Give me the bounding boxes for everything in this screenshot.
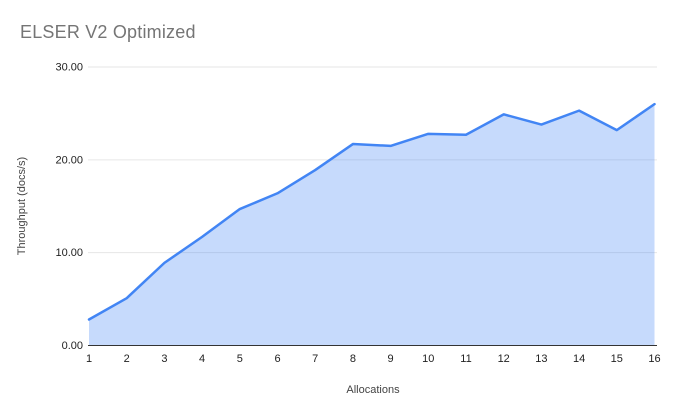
y-axis-title: Throughput (docs/s)	[16, 156, 28, 256]
x-tick-label: 2	[124, 353, 130, 365]
x-tick-label: 11	[460, 353, 471, 365]
x-tick-label: 5	[237, 353, 243, 365]
y-tick-label: 20.00	[55, 154, 83, 166]
y-tick-label: 30.00	[55, 62, 83, 74]
x-tick-label: 3	[161, 353, 167, 365]
x-tick-label: 10	[422, 353, 434, 365]
x-tick-label: 14	[573, 353, 585, 365]
x-tick-label: 4	[199, 353, 205, 365]
x-tick-label: 15	[611, 353, 623, 365]
x-axis-title: Allocations	[346, 384, 400, 396]
x-tick-label: 13	[535, 353, 547, 365]
x-tick-label: 6	[274, 353, 280, 365]
y-tick-label: 0.00	[62, 340, 83, 352]
x-tick-label: 7	[312, 353, 318, 365]
y-tick-label: 10.00	[55, 247, 83, 259]
line-series	[87, 102, 656, 321]
x-tick-label: 9	[388, 353, 394, 365]
x-tick-label: 12	[498, 353, 510, 365]
x-tick-label: 16	[648, 353, 660, 365]
area-fill	[89, 104, 655, 346]
x-tick-label: 8	[350, 353, 356, 365]
x-tick-label: 1	[86, 353, 92, 365]
chart-title: ELSER V2 Optimized	[20, 22, 196, 42]
